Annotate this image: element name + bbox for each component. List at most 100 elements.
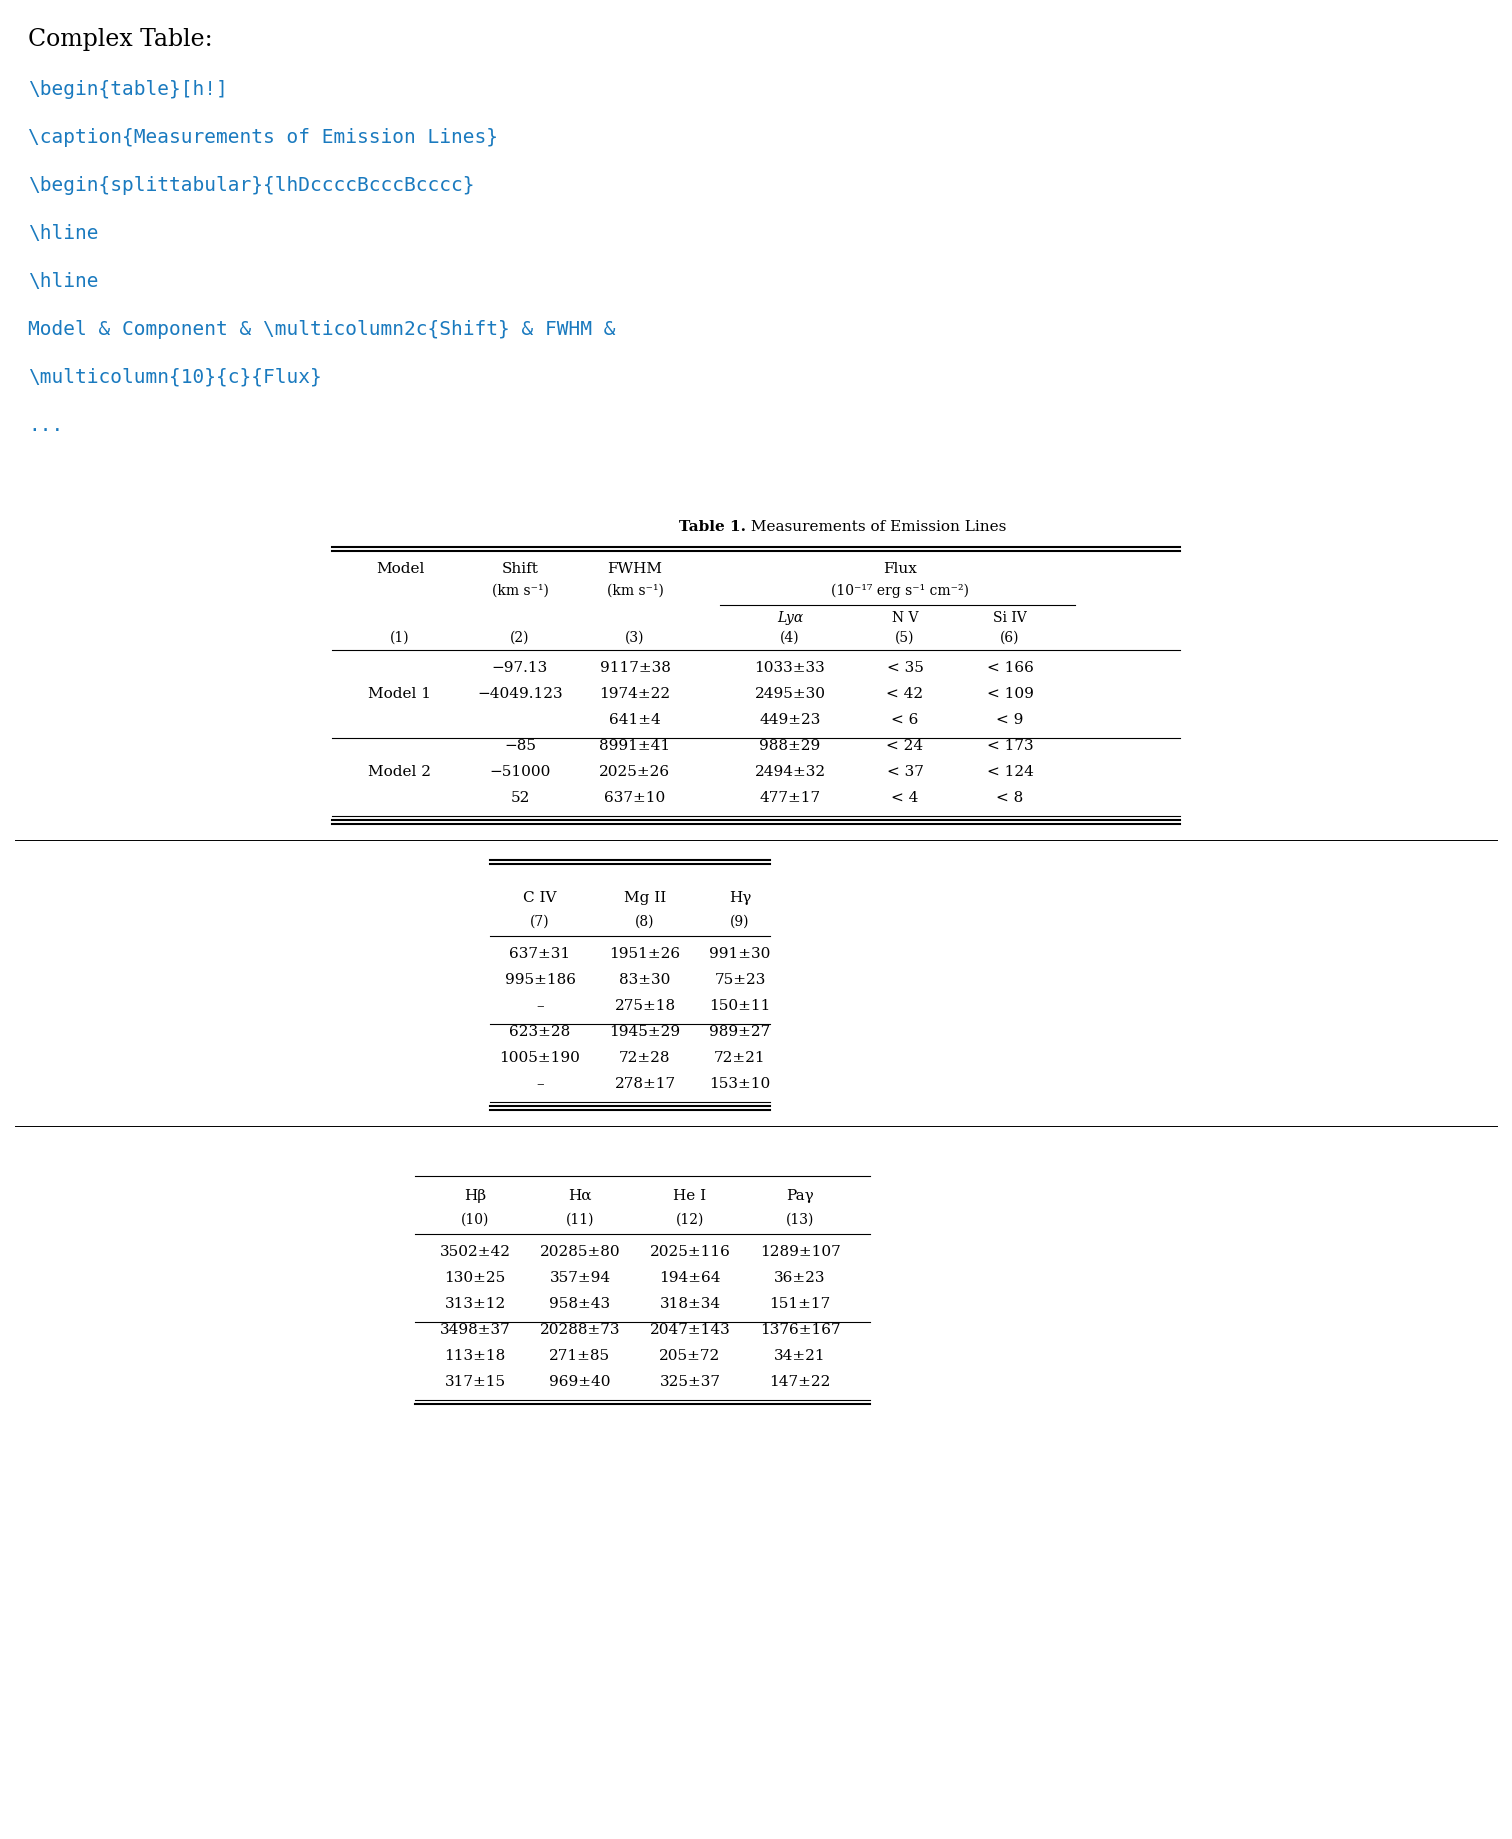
Text: 995±186: 995±186 <box>505 973 576 986</box>
Text: (11): (11) <box>565 1212 594 1227</box>
Text: 3498±37: 3498±37 <box>440 1322 511 1337</box>
Text: 1005±190: 1005±190 <box>499 1050 581 1065</box>
Text: He I: He I <box>673 1188 706 1203</box>
Text: (3): (3) <box>626 631 644 645</box>
Text: 275±18: 275±18 <box>614 999 676 1013</box>
Text: C IV: C IV <box>523 890 556 905</box>
Text: –: – <box>537 1076 544 1091</box>
Text: \hline: \hline <box>29 272 98 291</box>
Text: 153±10: 153±10 <box>709 1076 771 1091</box>
Text: (8): (8) <box>635 914 655 929</box>
Text: (10⁻¹⁷ erg s⁻¹ cm⁻²): (10⁻¹⁷ erg s⁻¹ cm⁻²) <box>832 583 969 598</box>
Text: FWHM: FWHM <box>608 561 662 576</box>
Text: Model 1: Model 1 <box>369 686 431 701</box>
Text: 1289±107: 1289±107 <box>759 1245 841 1258</box>
Text: \caption{Measurements of Emission Lines}: \caption{Measurements of Emission Lines} <box>29 129 497 147</box>
Text: (5): (5) <box>895 631 915 645</box>
Text: 194±64: 194±64 <box>659 1271 721 1284</box>
Text: 477±17: 477±17 <box>759 791 821 805</box>
Text: −85: −85 <box>503 739 535 752</box>
Text: 623±28: 623±28 <box>510 1024 570 1039</box>
Text: 1945±29: 1945±29 <box>609 1024 680 1039</box>
Text: Complex Table:: Complex Table: <box>29 28 213 51</box>
Text: < 166: < 166 <box>986 660 1033 675</box>
Text: Measurements of Emission Lines: Measurements of Emission Lines <box>745 520 1007 533</box>
Text: 325±37: 325±37 <box>659 1374 721 1388</box>
Text: (9): (9) <box>730 914 750 929</box>
Text: < 8: < 8 <box>996 791 1024 805</box>
Text: 147±22: 147±22 <box>770 1374 830 1388</box>
Text: 34±21: 34±21 <box>774 1348 826 1363</box>
Text: 72±28: 72±28 <box>620 1050 671 1065</box>
Text: Si IV: Si IV <box>993 611 1027 625</box>
Text: (10): (10) <box>461 1212 490 1227</box>
Text: 641±4: 641±4 <box>609 712 661 726</box>
Text: 988±29: 988±29 <box>759 739 821 752</box>
Text: 1376±167: 1376±167 <box>759 1322 841 1337</box>
Text: 317±15: 317±15 <box>445 1374 505 1388</box>
Text: (4): (4) <box>780 631 800 645</box>
Text: 2047±143: 2047±143 <box>650 1322 730 1337</box>
Text: 313±12: 313±12 <box>445 1296 505 1309</box>
Text: 1951±26: 1951±26 <box>609 947 680 960</box>
Text: (7): (7) <box>531 914 550 929</box>
Text: 20288±73: 20288±73 <box>540 1322 620 1337</box>
Text: (13): (13) <box>786 1212 813 1227</box>
Text: Model & Component & \multicolumn2c{Shift} & FWHM &: Model & Component & \multicolumn2c{Shift… <box>29 320 615 338</box>
Text: −97.13: −97.13 <box>491 660 549 675</box>
Text: Model 2: Model 2 <box>369 765 431 778</box>
Text: Lyα: Lyα <box>777 611 803 625</box>
Text: < 9: < 9 <box>996 712 1024 726</box>
Text: 150±11: 150±11 <box>709 999 771 1013</box>
Text: < 35: < 35 <box>886 660 924 675</box>
Text: Shift: Shift <box>502 561 538 576</box>
Text: 637±31: 637±31 <box>510 947 570 960</box>
Text: 2494±32: 2494±32 <box>754 765 826 778</box>
Text: \begin{table}[h!]: \begin{table}[h!] <box>29 79 228 99</box>
Text: Paγ: Paγ <box>786 1188 813 1203</box>
Text: 449±23: 449±23 <box>759 712 821 726</box>
Text: < 6: < 6 <box>891 712 919 726</box>
Text: 991±30: 991±30 <box>709 947 771 960</box>
Text: < 37: < 37 <box>886 765 924 778</box>
Text: 113±18: 113±18 <box>445 1348 505 1363</box>
Text: 3502±42: 3502±42 <box>440 1245 511 1258</box>
Text: < 24: < 24 <box>886 739 924 752</box>
Text: Hβ: Hβ <box>464 1188 485 1203</box>
Text: Mg II: Mg II <box>624 890 667 905</box>
Text: 637±10: 637±10 <box>605 791 665 805</box>
Text: 271±85: 271±85 <box>549 1348 611 1363</box>
Text: Hα: Hα <box>569 1188 591 1203</box>
Text: 72±21: 72±21 <box>714 1050 765 1065</box>
Text: 357±94: 357±94 <box>549 1271 611 1284</box>
Text: < 173: < 173 <box>987 739 1033 752</box>
Text: 2025±26: 2025±26 <box>599 765 670 778</box>
Text: Model: Model <box>376 561 425 576</box>
Text: 52: 52 <box>511 791 529 805</box>
Text: 989±27: 989±27 <box>709 1024 771 1039</box>
Text: < 42: < 42 <box>886 686 924 701</box>
Text: 9117±38: 9117±38 <box>600 660 670 675</box>
Text: Flux: Flux <box>883 561 916 576</box>
Text: 969±40: 969±40 <box>549 1374 611 1388</box>
Text: \multicolumn{10}{c}{Flux}: \multicolumn{10}{c}{Flux} <box>29 368 322 386</box>
Text: 205±72: 205±72 <box>659 1348 721 1363</box>
Text: 958±43: 958±43 <box>549 1296 611 1309</box>
Text: 36±23: 36±23 <box>774 1271 826 1284</box>
Text: 1974±22: 1974±22 <box>599 686 670 701</box>
Text: 83±30: 83±30 <box>620 973 671 986</box>
Text: 130±25: 130±25 <box>445 1271 505 1284</box>
Text: < 4: < 4 <box>891 791 919 805</box>
Text: (2): (2) <box>510 631 529 645</box>
Text: < 124: < 124 <box>986 765 1033 778</box>
Text: Table 1.: Table 1. <box>679 520 745 533</box>
Text: 2025±116: 2025±116 <box>650 1245 730 1258</box>
Text: 1033±33: 1033±33 <box>754 660 826 675</box>
Text: < 109: < 109 <box>986 686 1033 701</box>
Text: N V: N V <box>892 611 918 625</box>
Text: 2495±30: 2495±30 <box>754 686 826 701</box>
Text: 75±23: 75±23 <box>714 973 765 986</box>
Text: (6): (6) <box>1001 631 1019 645</box>
Text: −51000: −51000 <box>490 765 550 778</box>
Text: (km s⁻¹): (km s⁻¹) <box>606 583 664 598</box>
